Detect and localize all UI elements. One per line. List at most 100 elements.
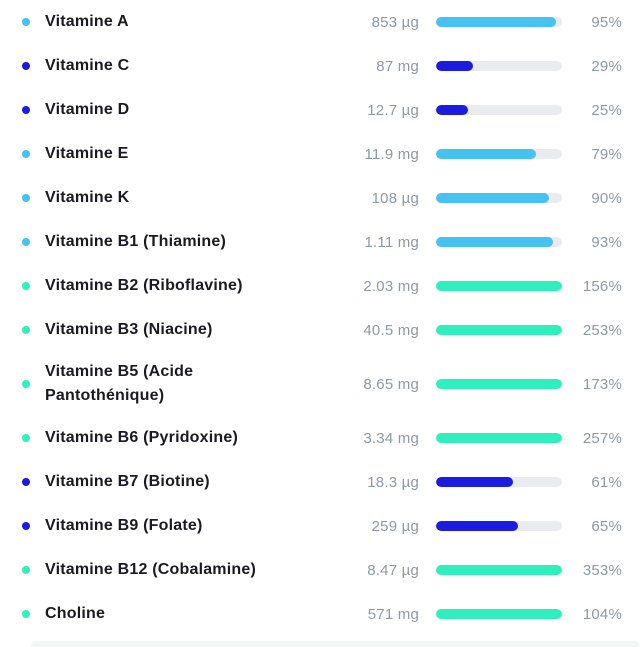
- progress-bar: [436, 565, 562, 575]
- nutrient-name-cell: Vitamine B12 (Cobalamine): [45, 558, 337, 582]
- progress-fill: [436, 379, 562, 389]
- amount-value: 87 mg: [376, 57, 419, 75]
- progress-bar: [436, 433, 562, 443]
- progress-bar: [436, 237, 562, 247]
- nutrient-name-cell: Vitamine B1 (Thiamine): [45, 230, 337, 254]
- nutrient-name-cell: Vitamine B6 (Pyridoxine): [45, 426, 337, 450]
- percent-value: 61%: [591, 473, 622, 491]
- bullet-dot-icon: [22, 194, 30, 202]
- progress-fill: [436, 565, 562, 575]
- bullet-dot-icon: [22, 282, 30, 290]
- progress-fill: [436, 149, 536, 159]
- nutrient-row: Vitamine B6 (Pyridoxine) 3.34 mg 257%: [0, 416, 640, 460]
- amount-value: 1.11 mg: [364, 233, 419, 251]
- nutrient-row: Vitamine B12 (Cobalamine) 8.47 µg 353%: [0, 548, 640, 592]
- bullet-dot-icon: [22, 18, 30, 26]
- nutrient-name-cell: Vitamine B3 (Niacine): [45, 318, 337, 342]
- nutrient-name: Vitamine B1 (Thiamine): [45, 233, 227, 250]
- amount-value: 8.65 mg: [363, 375, 419, 393]
- progress-bar: [436, 477, 562, 487]
- progress-fill: [436, 193, 550, 203]
- nutrient-name-cell: Vitamine A: [45, 10, 337, 34]
- nutrient-name-cell: Vitamine B9 (Folate): [45, 514, 337, 538]
- next-card-top-edge: [30, 641, 640, 647]
- nutrient-name: Vitamine B6 (Pyridoxine): [45, 429, 239, 446]
- progress-bar: [436, 17, 562, 27]
- progress-fill: [436, 609, 562, 619]
- progress-bar: [436, 521, 562, 531]
- amount-value: 571 mg: [367, 605, 419, 623]
- bullet-dot-icon: [22, 238, 30, 246]
- nutrient-name: Vitamine B5 (Acide Pantothénique): [45, 363, 194, 404]
- amount-value: 3.34 mg: [363, 429, 419, 447]
- nutrient-row: Vitamine B5 (Acide Pantothénique) 8.65 m…: [0, 352, 640, 416]
- progress-fill: [436, 17, 556, 27]
- nutrient-name: Vitamine B12 (Cobalamine): [45, 561, 256, 578]
- progress-bar: [436, 325, 562, 335]
- nutrient-name-cell: Vitamine B5 (Acide Pantothénique): [45, 360, 337, 408]
- bullet-dot-icon: [22, 326, 30, 334]
- percent-value: 156%: [582, 277, 622, 295]
- percent-value: 353%: [582, 561, 622, 579]
- percent-value: 257%: [582, 429, 622, 447]
- nutrient-name: Vitamine D: [45, 101, 130, 118]
- nutrient-name: Vitamine C: [45, 57, 130, 74]
- progress-fill: [436, 237, 554, 247]
- amount-value: 18.3 µg: [367, 473, 419, 491]
- nutrient-row: Vitamine C 87 mg 29%: [0, 44, 640, 88]
- nutrient-name: Vitamine K: [45, 189, 130, 206]
- percent-value: 95%: [591, 13, 622, 31]
- nutrient-row: Vitamine K 108 µg 90%: [0, 176, 640, 220]
- nutrient-name: Vitamine B9 (Folate): [45, 517, 203, 534]
- progress-fill: [436, 61, 473, 71]
- percent-value: 253%: [582, 321, 622, 339]
- nutrient-row: Vitamine B3 (Niacine) 40.5 mg 253%: [0, 308, 640, 352]
- percent-value: 104%: [582, 605, 622, 623]
- bullet-dot-icon: [22, 106, 30, 114]
- nutrient-name-cell: Vitamine E: [45, 142, 337, 166]
- amount-value: 40.5 mg: [363, 321, 419, 339]
- bullet-dot-icon: [22, 478, 30, 486]
- progress-fill: [436, 521, 518, 531]
- percent-value: 79%: [591, 145, 622, 163]
- nutrient-row: Vitamine B7 (Biotine) 18.3 µg 61%: [0, 460, 640, 504]
- amount-value: 108 µg: [371, 189, 419, 207]
- progress-fill: [436, 325, 562, 335]
- percent-value: 90%: [591, 189, 622, 207]
- nutrient-name-cell: Vitamine D: [45, 98, 337, 122]
- amount-value: 11.9 mg: [364, 145, 419, 163]
- nutrient-row: Vitamine A 853 µg 95%: [0, 0, 640, 44]
- progress-bar: [436, 281, 562, 291]
- percent-value: 173%: [582, 375, 622, 393]
- percent-value: 29%: [591, 57, 622, 75]
- progress-bar: [436, 105, 562, 115]
- percent-value: 93%: [591, 233, 622, 251]
- nutrient-name: Choline: [45, 605, 106, 622]
- progress-bar: [436, 149, 562, 159]
- bullet-dot-icon: [22, 522, 30, 530]
- progress-fill: [436, 281, 562, 291]
- amount-value: 259 µg: [371, 517, 419, 535]
- progress-fill: [436, 105, 468, 115]
- nutrient-row: Choline 571 mg 104%: [0, 592, 640, 636]
- bullet-dot-icon: [22, 434, 30, 442]
- percent-value: 65%: [591, 517, 622, 535]
- nutrient-name: Vitamine B2 (Riboflavine): [45, 277, 243, 294]
- nutrient-name-cell: Vitamine K: [45, 186, 337, 210]
- nutrient-row: Vitamine B9 (Folate) 259 µg 65%: [0, 504, 640, 548]
- nutrient-name: Vitamine B7 (Biotine): [45, 473, 210, 490]
- nutrient-name: Vitamine E: [45, 145, 129, 162]
- bullet-dot-icon: [22, 62, 30, 70]
- progress-fill: [436, 433, 562, 443]
- progress-bar: [436, 193, 562, 203]
- nutrient-row: Vitamine B1 (Thiamine) 1.11 mg 93%: [0, 220, 640, 264]
- nutrient-name-cell: Vitamine B2 (Riboflavine): [45, 274, 337, 298]
- nutrient-name: Vitamine B3 (Niacine): [45, 321, 213, 338]
- bullet-dot-icon: [22, 566, 30, 574]
- bullet-dot-icon: [22, 610, 30, 618]
- progress-bar: [436, 379, 562, 389]
- nutrient-name: Vitamine A: [45, 13, 129, 30]
- nutrient-name-cell: Vitamine B7 (Biotine): [45, 470, 337, 494]
- amount-value: 12.7 µg: [367, 101, 419, 119]
